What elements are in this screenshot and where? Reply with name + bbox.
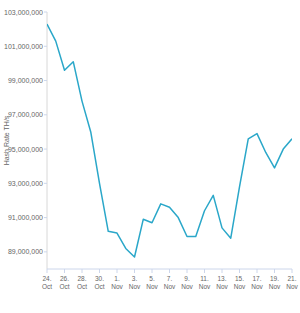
y-tick bbox=[44, 251, 47, 252]
y-tick-label: 101,000,000 bbox=[4, 43, 43, 50]
x-tick bbox=[222, 269, 223, 273]
y-tick-label: 93,000,000 bbox=[8, 180, 43, 187]
x-tick-label: 26.Oct bbox=[59, 275, 69, 290]
x-tick-label: 28.Oct bbox=[77, 275, 87, 290]
x-tick bbox=[99, 269, 100, 273]
x-tick bbox=[117, 269, 118, 273]
x-tick-label: 5.Nov bbox=[146, 275, 158, 290]
y-axis bbox=[47, 12, 48, 269]
x-tick-label: 1.Nov bbox=[111, 275, 123, 290]
x-tick-label: 7.Nov bbox=[164, 275, 176, 290]
x-tick bbox=[204, 269, 205, 273]
x-tick-label: 30.Oct bbox=[94, 275, 104, 290]
x-tick-label: 17.Nov bbox=[251, 275, 263, 290]
y-tick bbox=[44, 12, 47, 13]
x-tick bbox=[134, 269, 135, 273]
plot-area bbox=[47, 24, 292, 257]
y-tick-label: 97,000,000 bbox=[8, 111, 43, 118]
x-tick bbox=[47, 269, 48, 273]
x-tick bbox=[152, 269, 153, 273]
y-tick bbox=[44, 80, 47, 81]
x-tick bbox=[239, 269, 240, 273]
x-tick-label: 15.Nov bbox=[234, 275, 246, 290]
x-tick bbox=[257, 269, 258, 273]
x-tick bbox=[64, 269, 65, 273]
x-tick bbox=[274, 269, 275, 273]
x-tick-label: 9.Nov bbox=[181, 275, 193, 290]
y-tick bbox=[44, 217, 47, 218]
x-tick-label: 21.Nov bbox=[286, 275, 298, 290]
y-tick-label: 103,000,000 bbox=[4, 9, 43, 16]
y-tick bbox=[44, 114, 47, 115]
line-series bbox=[47, 24, 292, 257]
x-tick bbox=[169, 269, 170, 273]
y-tick-label: 91,000,000 bbox=[8, 214, 43, 221]
x-tick-label: 19.Nov bbox=[269, 275, 281, 290]
x-tick-label: 3.Nov bbox=[129, 275, 141, 290]
y-tick bbox=[44, 183, 47, 184]
chart: 89,000,000 91,000,000 93,000,000 95,000,000… bbox=[0, 0, 300, 313]
x-tick-label: 13.Nov bbox=[216, 275, 228, 290]
y-tick bbox=[44, 149, 47, 150]
x-tick-label: 24.Oct bbox=[42, 275, 52, 290]
y-tick bbox=[44, 46, 47, 47]
x-tick bbox=[292, 269, 293, 273]
y-axis-title: Hash Rate TH/s bbox=[3, 115, 10, 165]
x-tick bbox=[187, 269, 188, 273]
y-tick-label: 99,000,000 bbox=[8, 77, 43, 84]
x-tick-label: 11.Nov bbox=[199, 275, 211, 290]
y-tick-label: 95,000,000 bbox=[8, 146, 43, 153]
x-tick bbox=[82, 269, 83, 273]
y-tick-label: 89,000,000 bbox=[8, 248, 43, 255]
